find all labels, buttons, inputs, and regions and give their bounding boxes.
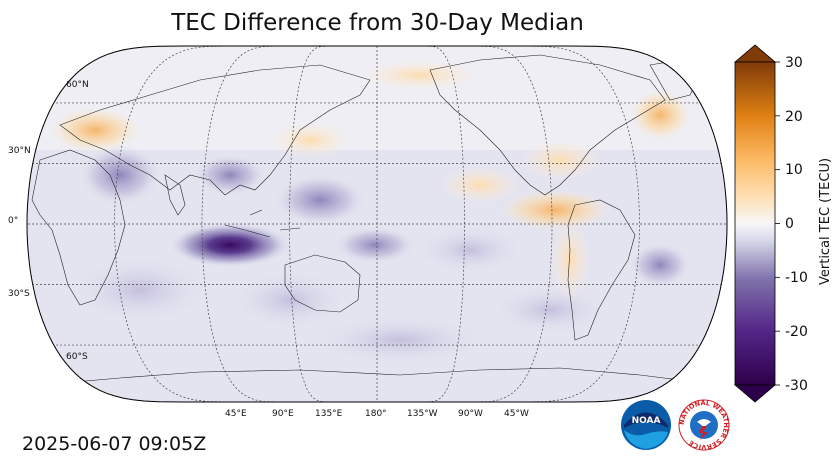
- colorbar: [733, 44, 780, 403]
- lat-label-60n: 60°N: [66, 80, 89, 90]
- coastlines: [31, 54, 721, 386]
- lon-label-45e: 45°E: [225, 409, 247, 419]
- lat-label-30n: 30°N: [8, 146, 31, 156]
- lat-label-60s: 60°S: [66, 352, 88, 362]
- gridline-lon: [521, 46, 640, 402]
- colorbar-gradient: [734, 61, 776, 386]
- timestamp: 2025-06-07 09:05Z: [22, 433, 207, 455]
- lat-label-30s: 30°S: [8, 289, 30, 299]
- lon-label-135w: 135°W: [407, 409, 438, 419]
- lon-label-180: 180°: [365, 409, 387, 419]
- gridline-lon: [114, 46, 233, 402]
- colorbar-tick-20: 20: [785, 109, 803, 125]
- colorbar-extend-max: [733, 44, 777, 63]
- gridline-lon: [289, 46, 329, 402]
- lon-label-90e: 90°E: [272, 409, 294, 419]
- colorbar-tick-10: 10: [785, 162, 803, 178]
- noaa-logo: NOAA: [621, 400, 671, 450]
- colorbar-tick-30: 30: [785, 55, 803, 71]
- tec-field: [27, 46, 727, 402]
- colorbar-extend-min: [733, 384, 777, 403]
- lat-label-equator: 0°: [8, 216, 19, 226]
- lon-label-45w: 45°W: [504, 409, 529, 419]
- noaa-logo-text: NOAA: [632, 416, 661, 426]
- gridline-lon: [425, 46, 465, 402]
- nws-logo: NATIONAL WEATHER SERVICE: [678, 399, 730, 451]
- colorbar-tick-neg30: -30: [785, 378, 808, 394]
- gridline-lon: [201, 46, 281, 402]
- gridline-lon: [473, 46, 553, 402]
- colorbar-tick-0: 0: [785, 216, 794, 232]
- globe-outline: [26, 45, 728, 403]
- colorbar-label: Vertical TEC (TECU): [818, 157, 833, 285]
- colorbar-tick-neg10: -10: [785, 270, 808, 286]
- chart-title: TEC Difference from 30-Day Median: [171, 10, 584, 36]
- lon-label-135e: 135°E: [315, 409, 343, 419]
- colorbar-tick-neg20: -20: [785, 324, 808, 340]
- lon-label-90w: 90°W: [458, 409, 483, 419]
